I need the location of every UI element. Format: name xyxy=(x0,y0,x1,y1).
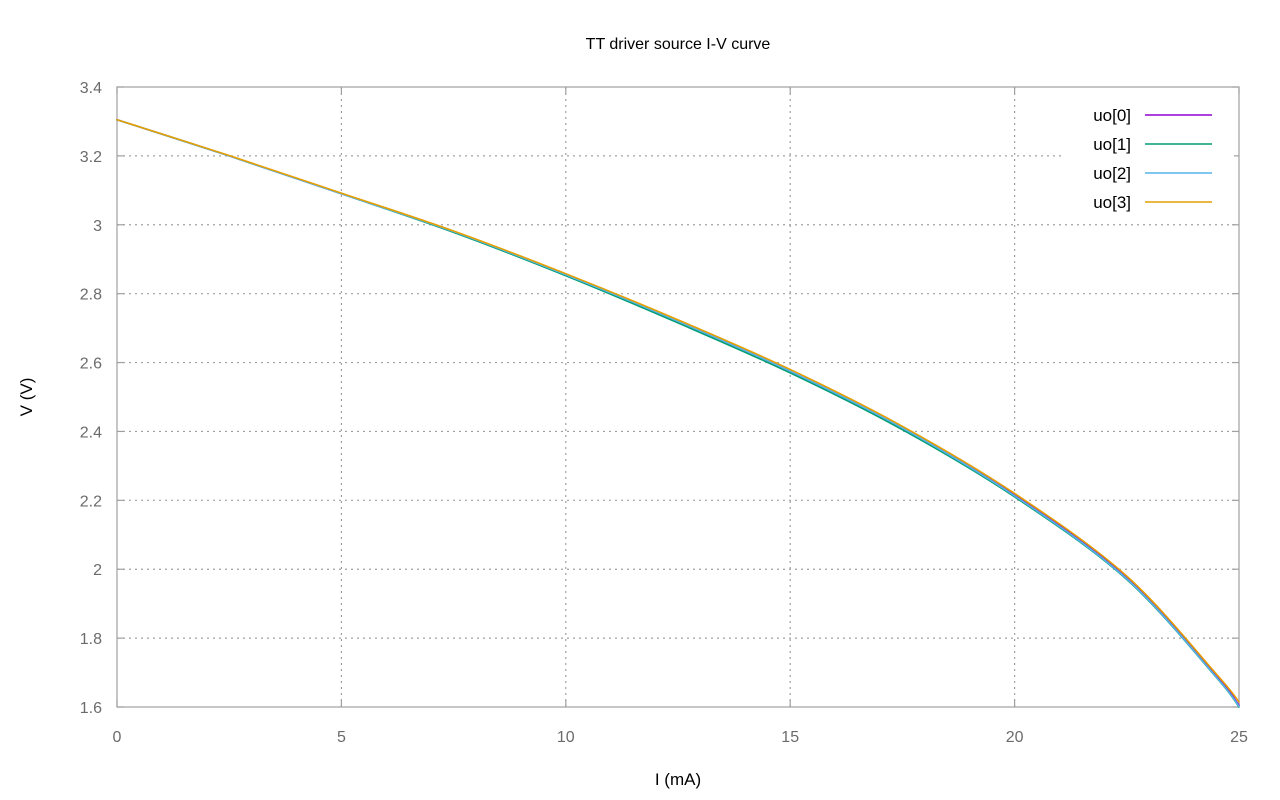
x-tick-label: 25 xyxy=(1230,729,1248,746)
legend-label: uo[1] xyxy=(1093,135,1131,154)
legend-label: uo[0] xyxy=(1093,106,1131,125)
y-axis-title: V (V) xyxy=(17,378,36,417)
grid xyxy=(117,87,1239,707)
legend-box xyxy=(1062,100,1234,218)
x-tick-label: 10 xyxy=(557,729,575,746)
plot-border xyxy=(116,86,1240,708)
y-tick-label: 3.4 xyxy=(80,80,102,97)
y-axis-ticks: 1.6 1.8 2 2.2 2.4 2.6 2.8 3 3.2 3.4 xyxy=(80,80,1239,717)
plot-frame xyxy=(116,86,1240,708)
series-line-3 xyxy=(116,118,1240,703)
x-tick-label: 5 xyxy=(337,729,346,746)
y-tick-label: 1.8 xyxy=(80,631,102,648)
y-tick-label: 2.4 xyxy=(80,424,102,441)
x-axis-title: I (mA) xyxy=(655,770,701,789)
y-tick-label: 1.6 xyxy=(80,700,102,717)
x-axis-ticks: 0 5 10 15 20 25 xyxy=(113,87,1248,746)
y-tick-label: 2.8 xyxy=(80,287,102,304)
x-tick-label: 15 xyxy=(781,729,799,746)
x-tick-label: 0 xyxy=(113,729,122,746)
series-lines xyxy=(116,118,1240,708)
legend-label: uo[2] xyxy=(1093,164,1131,183)
y-tick-label: 2.2 xyxy=(80,493,102,510)
y-tick-label: 2 xyxy=(93,562,102,579)
chart-title: TT driver source I-V curve xyxy=(586,36,771,53)
y-tick-label: 2.6 xyxy=(80,356,102,373)
x-tick-label: 20 xyxy=(1006,729,1024,746)
y-tick-label: 3.2 xyxy=(80,149,102,166)
legend: uo[0] uo[1] uo[2] uo[3] xyxy=(1062,100,1234,218)
legend-label: uo[3] xyxy=(1093,193,1131,212)
y-tick-label: 3 xyxy=(93,218,102,235)
